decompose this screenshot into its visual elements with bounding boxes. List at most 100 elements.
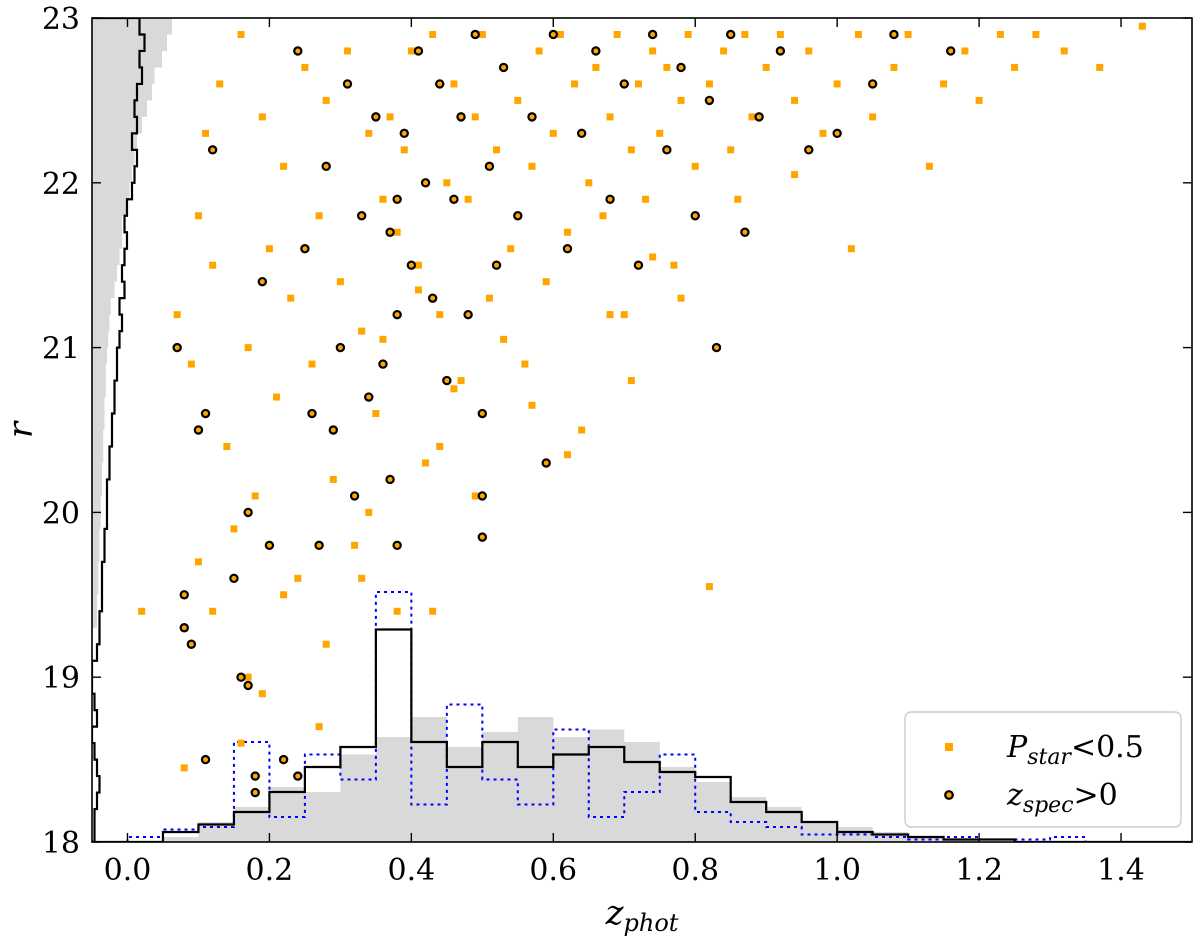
point-zspec — [314, 540, 324, 551]
point-pstar — [280, 591, 288, 599]
point-zspec — [456, 112, 466, 122]
point-pstar — [613, 30, 621, 38]
point-pstar — [670, 261, 678, 269]
x-tick-label: 0.0 — [104, 853, 152, 888]
point-pstar — [585, 179, 593, 187]
point-zspec — [278, 754, 289, 765]
point-pstar — [649, 253, 657, 261]
point-pstar — [1032, 30, 1040, 38]
point-zspec — [200, 754, 211, 765]
point-zspec — [690, 211, 700, 221]
point-pstar — [237, 30, 245, 38]
point-zspec — [385, 474, 395, 485]
point-zspec — [477, 408, 488, 419]
point-pstar — [485, 294, 493, 302]
point-zspec — [662, 145, 672, 155]
point-pstar — [592, 63, 600, 71]
point-pstar — [180, 764, 188, 772]
point-pstar — [854, 30, 862, 38]
point-zspec — [179, 590, 189, 600]
point-pstar — [280, 162, 288, 170]
point-pstar — [216, 80, 224, 88]
point-zspec — [946, 46, 956, 56]
point-pstar — [393, 607, 401, 615]
point-zspec — [498, 62, 509, 73]
point-pstar — [287, 294, 295, 302]
point-zspec — [193, 425, 204, 435]
point-pstar — [493, 146, 501, 154]
point-zspec — [541, 458, 551, 468]
point-zspec — [442, 375, 452, 386]
point-zspec — [172, 342, 182, 353]
point-zspec — [293, 46, 303, 56]
y-tick-label: 20 — [42, 496, 80, 531]
point-zspec — [392, 194, 402, 204]
point-pstar — [684, 30, 692, 38]
point-zspec — [484, 161, 495, 172]
point-pstar — [705, 583, 713, 591]
point-pstar — [1096, 63, 1104, 71]
hist-r-black — [92, 18, 146, 842]
point-zspec — [399, 128, 409, 139]
y-tick-label: 19 — [42, 661, 80, 696]
point-zspec — [250, 787, 260, 798]
point-zspec — [449, 194, 459, 204]
point-zspec — [229, 573, 239, 584]
point-pstar — [571, 80, 579, 88]
y-tick-label: 21 — [42, 332, 80, 367]
point-zspec — [633, 260, 644, 270]
point-pstar — [890, 63, 898, 71]
point-pstar — [315, 723, 323, 731]
point-pstar — [542, 278, 550, 286]
point-zspec — [726, 29, 736, 40]
point-pstar — [791, 96, 799, 104]
point-pstar — [443, 179, 451, 187]
point-pstar — [336, 278, 344, 286]
point-pstar — [1138, 22, 1146, 30]
hist-r-gray — [92, 18, 172, 842]
point-pstar — [138, 607, 146, 615]
point-pstar — [656, 129, 664, 137]
point-pstar — [606, 113, 614, 121]
point-zspec — [250, 771, 260, 781]
x-tick-label: 1.2 — [955, 853, 1003, 888]
point-zspec — [335, 342, 346, 353]
point-pstar — [925, 162, 933, 170]
legend-marker-circle — [944, 790, 954, 800]
point-zspec — [378, 359, 388, 369]
point-pstar — [500, 335, 508, 343]
point-pstar — [343, 47, 351, 55]
point-pstar — [791, 171, 799, 179]
point-pstar — [273, 393, 281, 401]
point-pstar — [776, 30, 784, 38]
point-zspec — [243, 680, 253, 691]
point-zspec — [364, 392, 374, 402]
point-pstar — [528, 162, 536, 170]
point-zspec — [293, 771, 303, 781]
point-pstar — [258, 690, 266, 698]
point-zspec — [711, 342, 722, 353]
point-pstar — [372, 410, 380, 418]
legend: Pstar<0.5 zspec>0 — [904, 711, 1182, 828]
point-pstar — [450, 385, 458, 393]
point-pstar — [457, 377, 465, 385]
y-tick-label: 18 — [42, 826, 80, 861]
point-pstar — [996, 30, 1004, 38]
point-pstar — [358, 327, 366, 335]
point-zspec — [513, 211, 523, 221]
point-pstar — [606, 311, 614, 319]
point-zspec — [576, 128, 587, 139]
point-pstar — [365, 508, 373, 516]
point-pstar — [634, 80, 642, 88]
point-zspec — [477, 532, 488, 542]
point-zspec — [527, 112, 537, 122]
point-pstar — [833, 80, 841, 88]
point-pstar — [691, 162, 699, 170]
point-pstar — [642, 195, 650, 203]
point-pstar — [258, 113, 266, 121]
point-zspec — [619, 79, 629, 89]
legend-label: zspec>0 — [1006, 778, 1118, 818]
point-pstar — [450, 80, 458, 88]
point-zspec — [477, 491, 488, 501]
